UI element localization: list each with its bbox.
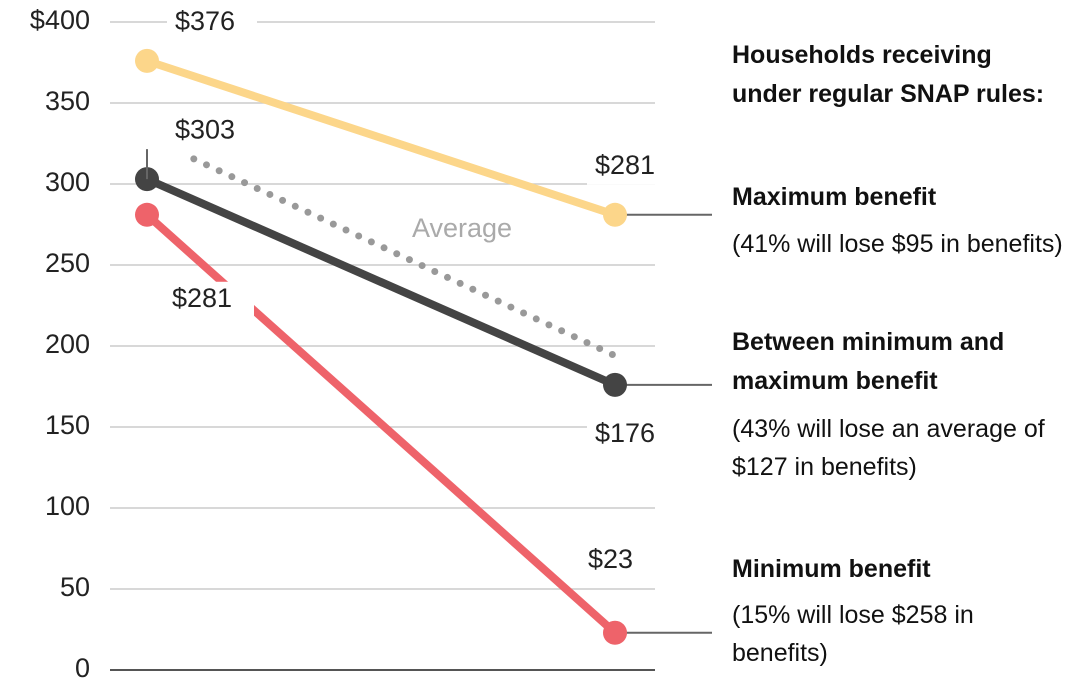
legend-heading: Minimum benefit [732, 555, 931, 583]
point [135, 202, 159, 227]
label-bg [167, 113, 257, 150]
value-label: $303 [175, 114, 235, 144]
y-tick-label: 300 [45, 167, 90, 197]
label-bg [164, 281, 254, 318]
legend-title-text: Households receiving under regular SNAP … [732, 41, 1045, 108]
y-tick-label: 350 [45, 86, 90, 116]
value-label: $23 [588, 544, 633, 574]
point [603, 620, 627, 645]
point [603, 202, 627, 227]
label-bg [587, 148, 677, 185]
legend-heading: Maximum benefit [732, 183, 937, 211]
y-tick-label: 50 [60, 572, 90, 602]
y-tick-label: 200 [45, 329, 90, 359]
value-label: $376 [175, 6, 235, 36]
average-label: Average [412, 213, 512, 243]
series-line [145, 57, 617, 219]
legend-heading: Between minimum and maximum benefit [732, 328, 1005, 395]
legend-note: (43% will lose an average of $127 in ben… [732, 415, 1045, 481]
point [603, 372, 627, 397]
label-bg [587, 416, 677, 453]
y-tick-label: 250 [45, 248, 90, 278]
legend-note: (15% will lose $258 in benefits) [732, 601, 974, 667]
label-bg [580, 542, 670, 579]
legend-title: Households receiving under regular SNAP … [732, 36, 1068, 114]
value-label: $281 [595, 150, 655, 180]
series-line [144, 211, 618, 636]
series-line [145, 175, 617, 389]
label-bg [167, 4, 257, 41]
value-label: $176 [595, 418, 655, 448]
y-tick-label: 0 [75, 653, 90, 683]
y-tick-label: 150 [45, 410, 90, 440]
average-line [190, 155, 619, 360]
y-tick-label: $400 [30, 5, 90, 35]
value-label: $281 [172, 283, 232, 313]
y-tick-label: 100 [45, 491, 90, 521]
point [135, 48, 159, 73]
legend-note: (41% will lose $95 in benefits) [732, 230, 1063, 258]
